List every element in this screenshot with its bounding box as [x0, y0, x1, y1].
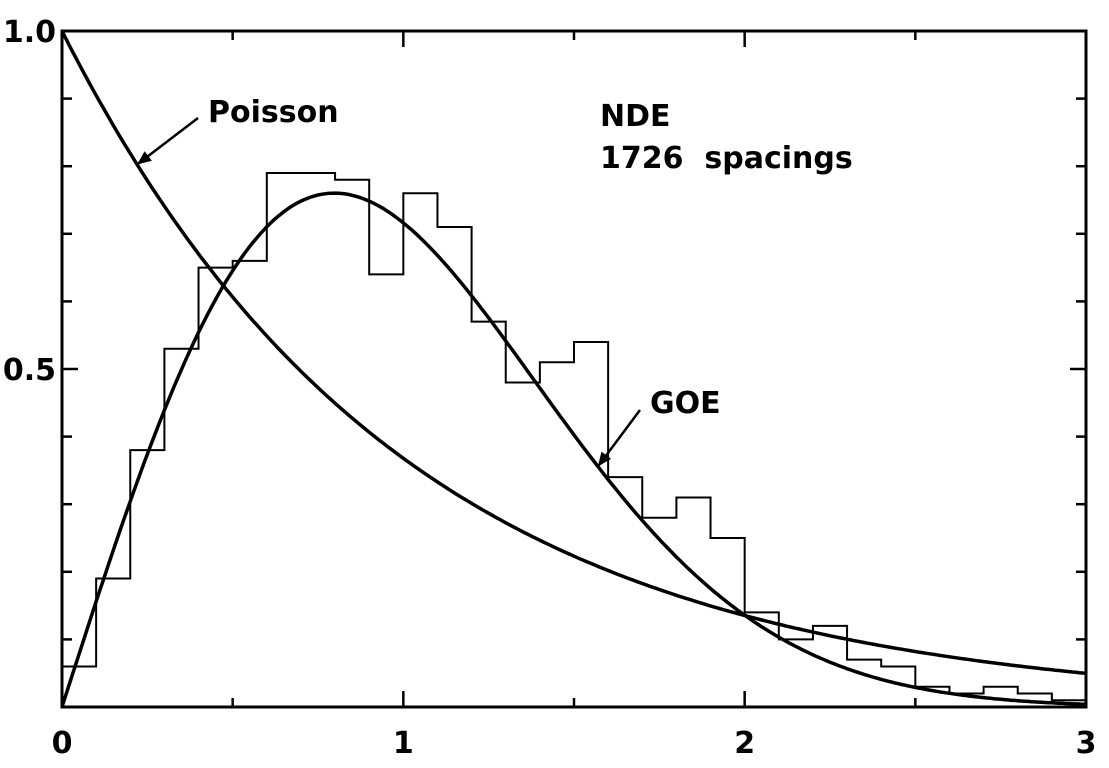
x-tick-label: 2 [734, 726, 755, 761]
histogram-bin [608, 477, 642, 707]
histogram-bin [369, 274, 403, 707]
histogram-bin [335, 180, 369, 707]
histogram-bin [506, 383, 540, 707]
histogram-bin [642, 518, 676, 707]
x-tick-label: 0 [52, 726, 73, 761]
histogram-bin [267, 173, 301, 707]
histogram-bin [96, 579, 130, 707]
histogram-bin [437, 227, 471, 707]
histogram-bin [711, 538, 745, 707]
curves [60, 30, 1087, 708]
goe-curve [60, 191, 1087, 708]
labels: Poisson GOE NDE 1726 spacings [208, 95, 853, 421]
histogram-bin [199, 268, 233, 707]
x-tick-label: 1 [393, 726, 414, 761]
poisson-curve [60, 30, 1087, 676]
histogram [62, 171, 1086, 707]
histogram-bin [164, 349, 198, 707]
x-tick-label: 3 [1076, 726, 1097, 761]
axes: 0 1 2 3 0.5 1.0 [3, 15, 1097, 761]
histogram-bin [403, 193, 437, 707]
poisson-label: Poisson [208, 95, 339, 130]
dataset-label: NDE [600, 99, 671, 134]
y-tick-label: 0.5 [3, 353, 56, 388]
histogram-bin [779, 639, 813, 707]
histogram-steps [62, 171, 1086, 702]
spacings-count-label: 1726 spacings [600, 141, 853, 176]
poisson-arrow-head [137, 151, 152, 165]
histogram-bin [574, 342, 608, 707]
goe-arrow-head [597, 451, 612, 467]
histogram-bin [847, 660, 881, 707]
y-tick-label: 1.0 [3, 15, 56, 50]
histogram-bin [301, 173, 335, 707]
goe-label: GOE [650, 386, 721, 421]
